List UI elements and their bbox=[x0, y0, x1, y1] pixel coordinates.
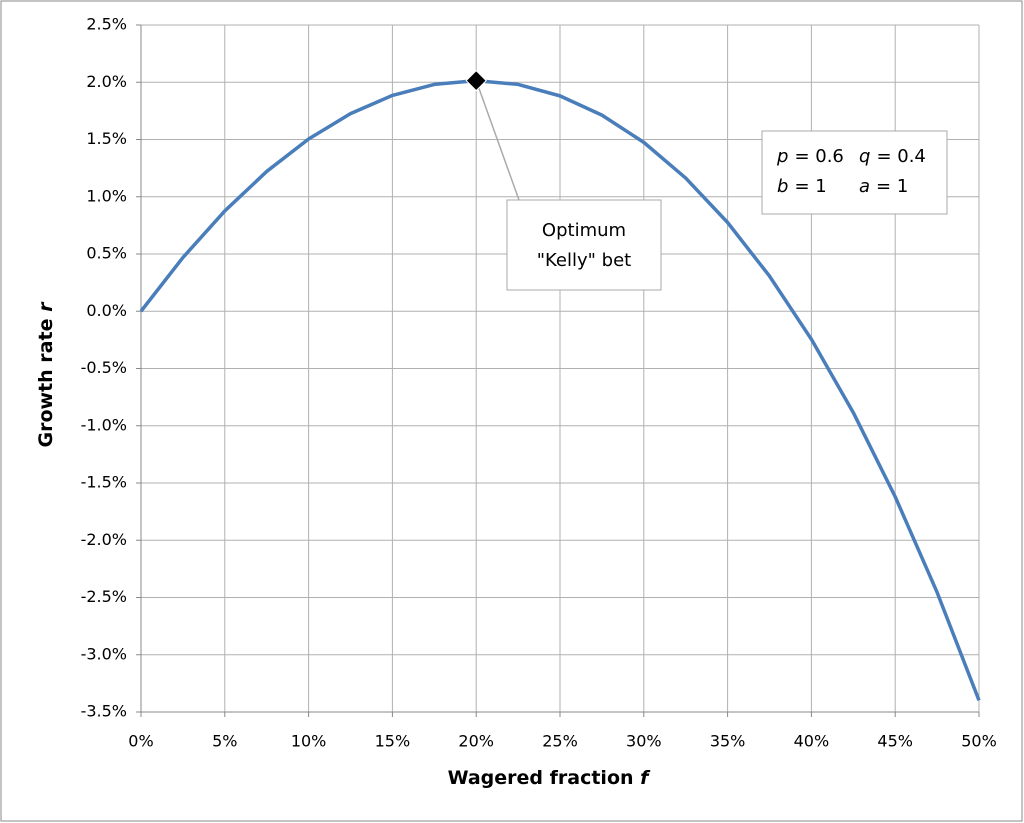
annotation-leader bbox=[475, 80, 520, 201]
param-symbol: p bbox=[776, 146, 788, 167]
x-tick-label: 20% bbox=[458, 732, 494, 751]
x-tick-label: 15% bbox=[375, 732, 411, 751]
x-label-text: Wagered fraction bbox=[448, 767, 634, 789]
y-tick-label: 2.0% bbox=[86, 72, 127, 91]
param-value: = 1 bbox=[794, 176, 826, 197]
y-tick-label: 0.0% bbox=[86, 301, 127, 320]
annotation-box bbox=[506, 199, 662, 291]
annotation-text: "Kelly" bet bbox=[537, 250, 631, 271]
param-symbol: b bbox=[777, 176, 788, 197]
param: q = 0.4 bbox=[859, 146, 926, 167]
y-tick-label: 2.5% bbox=[86, 15, 127, 34]
param-symbol: a bbox=[859, 176, 870, 197]
y-tick-label: -2.5% bbox=[81, 587, 127, 606]
param: a = 1 bbox=[859, 176, 908, 197]
x-tick-label: 35% bbox=[710, 732, 746, 751]
y-tick-label: 1.5% bbox=[86, 129, 127, 148]
line-series bbox=[139, 78, 981, 701]
x-tick-label: 30% bbox=[626, 732, 662, 751]
x-tick-label: 45% bbox=[877, 732, 913, 751]
y-tick-label: 1.0% bbox=[86, 186, 127, 205]
y-tick-label: -1.0% bbox=[81, 415, 127, 434]
x-axis-label: Wagered fraction f bbox=[448, 767, 652, 789]
x-tick-label: 0% bbox=[128, 732, 153, 751]
x-label-var: f bbox=[640, 767, 651, 789]
param-value: = 1 bbox=[876, 176, 908, 197]
y-tick-label: -3.5% bbox=[81, 702, 127, 721]
param-value: = 0.6 bbox=[794, 146, 843, 167]
y-label-var: r bbox=[35, 301, 57, 312]
param: b = 1 bbox=[777, 176, 827, 197]
x-tick-label: 50% bbox=[961, 732, 997, 751]
param-value: = 0.4 bbox=[876, 146, 925, 167]
y-tick-label: 0.5% bbox=[86, 244, 127, 263]
y-tick-label: -1.5% bbox=[81, 473, 127, 492]
y-tick-label: -2.0% bbox=[81, 530, 127, 549]
y-tick-label: -0.5% bbox=[81, 358, 127, 377]
param: p = 0.6 bbox=[776, 146, 844, 167]
y-axis-label: Growth rate r bbox=[35, 301, 57, 448]
param-symbol: q bbox=[859, 146, 870, 167]
kelly-marker bbox=[465, 69, 487, 92]
x-tick-label: 5% bbox=[212, 732, 237, 751]
annotation-text: Optimum bbox=[542, 220, 626, 241]
y-label-text: Growth rate bbox=[35, 319, 57, 448]
params-box bbox=[761, 130, 948, 215]
x-tick-label: 25% bbox=[542, 732, 578, 751]
y-tick-label: -3.0% bbox=[81, 644, 127, 663]
x-tick-label: 10% bbox=[291, 732, 327, 751]
x-tick-label: 40% bbox=[794, 732, 830, 751]
